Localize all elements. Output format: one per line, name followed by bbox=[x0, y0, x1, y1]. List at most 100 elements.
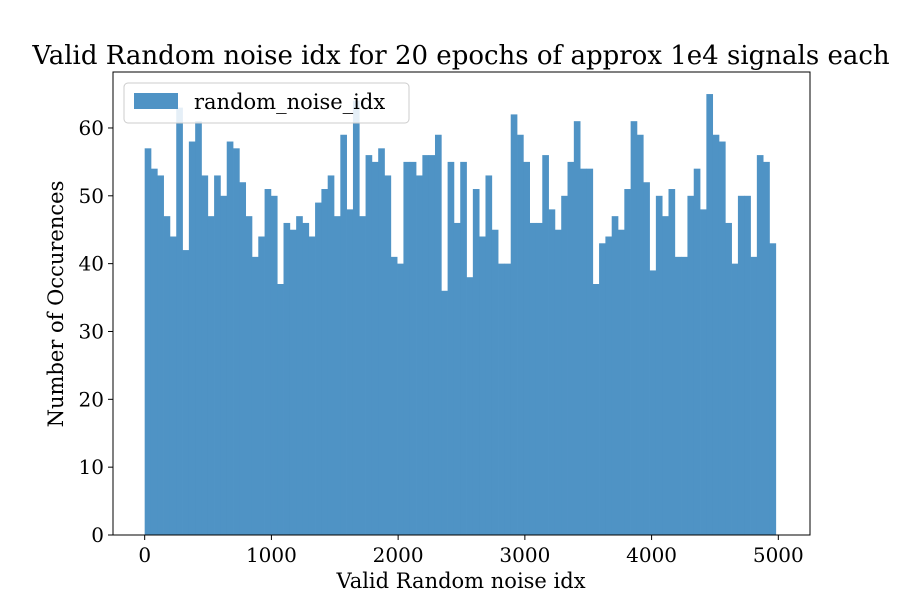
histogram-bar bbox=[308, 236, 316, 535]
histogram-bar bbox=[554, 229, 562, 536]
histogram-bar bbox=[176, 107, 183, 536]
histogram-bar bbox=[605, 236, 613, 535]
y-tick-label: 10 bbox=[79, 455, 104, 479]
axes-frame bbox=[112, 71, 811, 536]
histogram-bar bbox=[302, 222, 310, 535]
y-axis-ticks: 0 10 20 30 40 50 60 bbox=[79, 116, 113, 547]
histogram-bar bbox=[441, 290, 448, 535]
histogram-bar bbox=[630, 121, 638, 536]
histogram-bar bbox=[416, 175, 423, 535]
histogram-bar bbox=[453, 222, 461, 535]
histogram-bar bbox=[510, 114, 518, 536]
histogram-bar bbox=[756, 155, 764, 535]
histogram-bar bbox=[195, 121, 202, 536]
histogram-bar bbox=[580, 168, 587, 536]
y-tick-label: 60 bbox=[79, 116, 104, 140]
histogram-bar bbox=[371, 161, 379, 535]
histogram-bar bbox=[409, 161, 417, 535]
histogram-bar bbox=[763, 161, 770, 535]
histogram-bar bbox=[731, 263, 739, 535]
histogram-bar bbox=[428, 155, 436, 535]
histogram-bar bbox=[207, 216, 215, 535]
histogram-bar bbox=[340, 134, 347, 535]
histogram-bar bbox=[706, 94, 714, 536]
histogram-bar bbox=[251, 256, 259, 535]
x-tick-label: 1000 bbox=[246, 543, 297, 567]
histogram-bar bbox=[150, 168, 158, 536]
histogram-bars bbox=[144, 94, 777, 536]
histogram-bar bbox=[220, 195, 228, 535]
histogram-bar bbox=[548, 209, 556, 535]
histogram-bar bbox=[226, 141, 234, 535]
histogram-bar bbox=[712, 134, 720, 535]
histogram-bar bbox=[718, 141, 726, 535]
histogram-bar bbox=[737, 195, 745, 535]
histogram-bar bbox=[315, 202, 322, 535]
histogram-bar bbox=[744, 195, 751, 535]
histogram-bar bbox=[687, 195, 695, 535]
histogram-bar bbox=[163, 216, 171, 535]
histogram-bar bbox=[655, 195, 663, 535]
histogram-bar bbox=[258, 236, 265, 535]
x-tick-label: 3000 bbox=[499, 543, 550, 567]
histogram-bar bbox=[201, 175, 209, 535]
histogram-bar bbox=[636, 134, 644, 535]
x-tick-label: 2000 bbox=[373, 543, 424, 567]
x-tick-label: 0 bbox=[138, 543, 151, 567]
histogram-bar bbox=[523, 161, 530, 535]
histogram-bar bbox=[599, 243, 606, 536]
histogram-bar bbox=[750, 256, 758, 535]
histogram-bar bbox=[668, 189, 676, 535]
histogram-bar bbox=[283, 222, 291, 535]
histogram-bar bbox=[384, 175, 392, 535]
legend-swatch bbox=[134, 93, 178, 109]
histogram-bar bbox=[144, 148, 152, 535]
histogram-bar bbox=[466, 277, 474, 535]
histogram-bar bbox=[725, 222, 732, 535]
histogram-bar bbox=[169, 236, 177, 535]
histogram-bar bbox=[270, 195, 278, 535]
histogram-bar bbox=[681, 256, 688, 535]
legend: random_noise_idx bbox=[123, 82, 410, 124]
histogram-bar bbox=[378, 148, 385, 535]
histogram-bar bbox=[327, 175, 335, 535]
histogram-bar bbox=[296, 216, 303, 535]
histogram-bar bbox=[529, 222, 537, 535]
histogram-bar bbox=[289, 229, 297, 536]
histogram-bar bbox=[346, 209, 354, 535]
histogram-bar bbox=[460, 161, 467, 535]
legend-label: random_noise_idx bbox=[194, 90, 385, 114]
histogram-bar bbox=[264, 189, 272, 535]
histogram-bar bbox=[472, 189, 480, 535]
histogram-bar bbox=[592, 284, 600, 535]
histogram-bar bbox=[422, 155, 430, 535]
histogram-bar bbox=[674, 256, 682, 535]
histogram-bar bbox=[504, 263, 512, 535]
histogram-bar bbox=[390, 256, 398, 535]
histogram-bar bbox=[535, 222, 543, 535]
histogram-bar bbox=[479, 236, 486, 535]
histogram-bar bbox=[498, 263, 505, 535]
chart-title: Valid Random noise idx for 20 epochs of … bbox=[31, 41, 890, 71]
x-axis-ticks: 0 1000 2000 3000 4000 5000 bbox=[138, 535, 804, 567]
histogram-bar bbox=[700, 209, 707, 535]
histogram-bar bbox=[567, 161, 575, 535]
histogram-bar bbox=[182, 250, 190, 535]
histogram-bar bbox=[573, 121, 581, 536]
histogram-bar bbox=[662, 216, 669, 535]
histogram-bar bbox=[359, 216, 366, 535]
x-axis-label: Valid Random noise idx bbox=[335, 569, 585, 593]
y-tick-label: 0 bbox=[91, 523, 104, 547]
histogram-bar bbox=[618, 229, 625, 536]
histogram-bar bbox=[517, 134, 524, 535]
histogram-bar bbox=[245, 216, 253, 535]
histogram-bar bbox=[586, 168, 594, 536]
histogram-bar bbox=[447, 161, 455, 535]
legend-box bbox=[123, 82, 410, 124]
histogram-bar bbox=[693, 168, 701, 536]
histogram-bar bbox=[352, 100, 360, 535]
histogram-bar bbox=[643, 182, 650, 536]
histogram-bar bbox=[624, 189, 631, 535]
histogram-bar bbox=[485, 175, 493, 535]
